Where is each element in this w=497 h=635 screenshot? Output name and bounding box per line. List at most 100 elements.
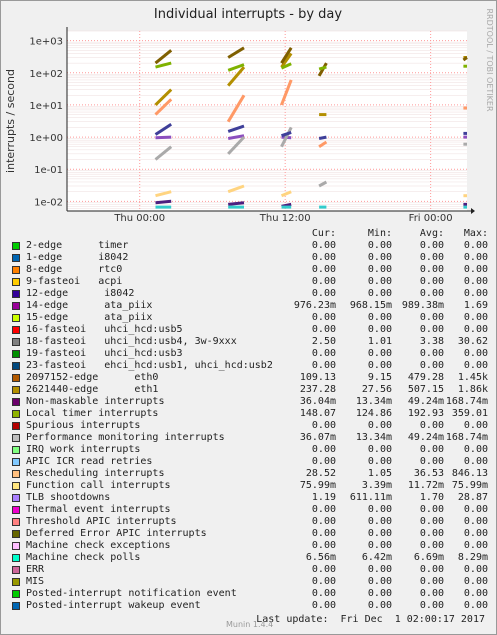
- legend-avg: 0.00: [419, 588, 444, 599]
- legend-min: 0.00: [367, 456, 392, 467]
- legend-avg: 0.00: [419, 516, 444, 527]
- legend-swatch: [12, 302, 20, 310]
- series-line-7-seg-2: [280, 190, 292, 198]
- legend-label: Deferred Error APIC interrupts: [26, 528, 207, 539]
- series-line-6-seg-0: [154, 98, 173, 116]
- legend-swatch: [12, 290, 20, 298]
- legend-min: 13.34m: [355, 396, 392, 407]
- last-update: Last update: Fri Dec 1 02:00:17 2017: [256, 614, 485, 625]
- legend-label: 16-fasteoi uhci_hcd:usb5: [26, 324, 183, 335]
- legend-min: 0.00: [367, 600, 392, 611]
- legend-avg: 11.72m: [407, 480, 444, 491]
- legend-max: 0.00: [463, 348, 488, 359]
- legend-max: 1.45k: [457, 372, 488, 383]
- legend-label: 12-edge i8042: [26, 288, 135, 299]
- legend-max: 0.00: [463, 528, 488, 539]
- legend-avg: 0.00: [419, 528, 444, 539]
- legend-swatch: [12, 530, 20, 538]
- legend-cur: 976.23m: [293, 300, 336, 311]
- legend-swatch: [12, 410, 20, 418]
- legend-avg: 49.24m: [407, 432, 444, 443]
- legend-avg: 0.00: [419, 312, 444, 323]
- series-line-4-seg-1: [227, 63, 245, 72]
- x-axis-arrow: [471, 208, 475, 214]
- x-tick-label: Thu 00:00: [113, 213, 165, 224]
- legend-row: Non-maskable interrupts 36.04m 13.34m 49.24…: [12, 396, 492, 408]
- legend-cur: 0.00: [311, 540, 336, 551]
- legend-swatch: [12, 566, 20, 574]
- legend-cur: 0.00: [311, 240, 336, 251]
- legend-avg: 0.00: [419, 600, 444, 611]
- legend-label: Local timer interrupts: [26, 408, 159, 419]
- legend-label: APIC ICR read retries: [26, 456, 153, 467]
- header-avg: Avg:: [419, 228, 444, 239]
- legend-avg: 192.93: [407, 408, 444, 419]
- legend-row: 2097152-edge eth0 109.13 9.15 479.28 1.45k: [12, 372, 492, 384]
- y-tick-label: 1e-01: [34, 165, 63, 176]
- legend-label: Machine check polls: [26, 552, 141, 563]
- legend-cur: 0.00: [311, 276, 336, 287]
- chart-title: Individual interrupts - by day: [154, 7, 342, 22]
- legend-max: 0.00: [463, 540, 488, 551]
- y-tick-label: 1e-02: [34, 197, 63, 208]
- legend-cur: 0.00: [311, 264, 336, 275]
- legend-swatch: [12, 470, 20, 478]
- series-line-6-seg-2: [280, 79, 293, 106]
- legend-row: 18-fasteoi uhci_hcd:usb4, 3w-9xxx 2.50 1.0…: [12, 336, 492, 348]
- legend-row: 9-fasteoi acpi 0.00 0.00 0.00 0.00: [12, 276, 492, 288]
- legend-label: Non-maskable interrupts: [26, 396, 165, 407]
- legend-row: 15-edge ata_piix 0.00 0.00 0.00 0.00: [12, 312, 492, 324]
- legend-row: 12-edge i8042 0.00 0.00 0.00 0.00: [12, 288, 492, 300]
- legend-swatch: [12, 542, 20, 550]
- legend-row: IRQ work interrupts 0.00 0.00 0.00 0.00: [12, 444, 492, 456]
- legend-label: Posted-interrupt wakeup event: [26, 600, 201, 611]
- legend-swatch: [12, 602, 20, 610]
- legend-cur: 0.00: [311, 564, 336, 575]
- series-line-2-seg-0: [154, 49, 173, 65]
- legend-label: 9-fasteoi acpi: [26, 276, 123, 287]
- legend-min: 0.00: [367, 276, 392, 287]
- legend-avg: 989.38m: [401, 300, 444, 311]
- legend-swatch: [12, 590, 20, 598]
- series-line-5-seg-0: [154, 145, 173, 161]
- legend-max: 0.00: [463, 456, 488, 467]
- legend-row: 19-fasteoi uhci_hcd:usb3 0.00 0.00 0.00 0.00: [12, 348, 492, 360]
- legend-row: ERR 0.00 0.00 0.00 0.00: [12, 564, 492, 576]
- legend-swatch: [12, 350, 20, 358]
- legend-avg: 0.00: [419, 324, 444, 335]
- legend-avg: 0.00: [419, 564, 444, 575]
- legend-max: 0.00: [463, 420, 488, 431]
- legend-swatch: [12, 314, 20, 322]
- series-line-8-seg-2: [281, 130, 292, 138]
- legend-cur: 2.50: [311, 336, 336, 347]
- legend-max: 846.13: [451, 468, 488, 479]
- legend-cur: 0.00: [311, 444, 336, 455]
- legend-label: Thermal event interrupts: [26, 504, 171, 515]
- legend-cur: 0.00: [311, 456, 336, 467]
- legend-max: 0.00: [463, 600, 488, 611]
- series-line-4-seg-3: [318, 65, 327, 71]
- series-line-2-seg-2: [280, 46, 293, 64]
- legend-max: 0.00: [463, 312, 488, 323]
- legend-cur: 0.00: [311, 528, 336, 539]
- legend-avg: 49.24m: [407, 396, 444, 407]
- series-line-4-seg-2: [280, 62, 292, 70]
- series-line-7-seg-1: [227, 184, 245, 194]
- legend-label: Rescheduling interrupts: [26, 468, 165, 479]
- legend-max: 75.99m: [451, 480, 488, 491]
- legend-label: Threshold APIC interrupts: [26, 516, 177, 527]
- legend-avg: 0.00: [419, 540, 444, 551]
- legend-avg: 1.70: [419, 492, 444, 503]
- legend-max: 0.00: [463, 360, 488, 371]
- legend-max: 359.01: [451, 408, 488, 419]
- legend-min: 13.34m: [355, 432, 392, 443]
- legend-max: 1.69: [463, 300, 488, 311]
- legend-label: ERR: [26, 564, 45, 575]
- series-line-1-seg-1: [227, 66, 246, 87]
- legend-cur: 0.00: [311, 324, 336, 335]
- legend-row: Function call interrupts 75.99m 3.39m 11.72…: [12, 480, 492, 492]
- legend-avg: 0.00: [419, 504, 444, 515]
- series-line-5-seg-1: [227, 136, 246, 155]
- series-line-2-seg-1: [227, 46, 245, 59]
- legend-max: 28.87: [457, 492, 488, 503]
